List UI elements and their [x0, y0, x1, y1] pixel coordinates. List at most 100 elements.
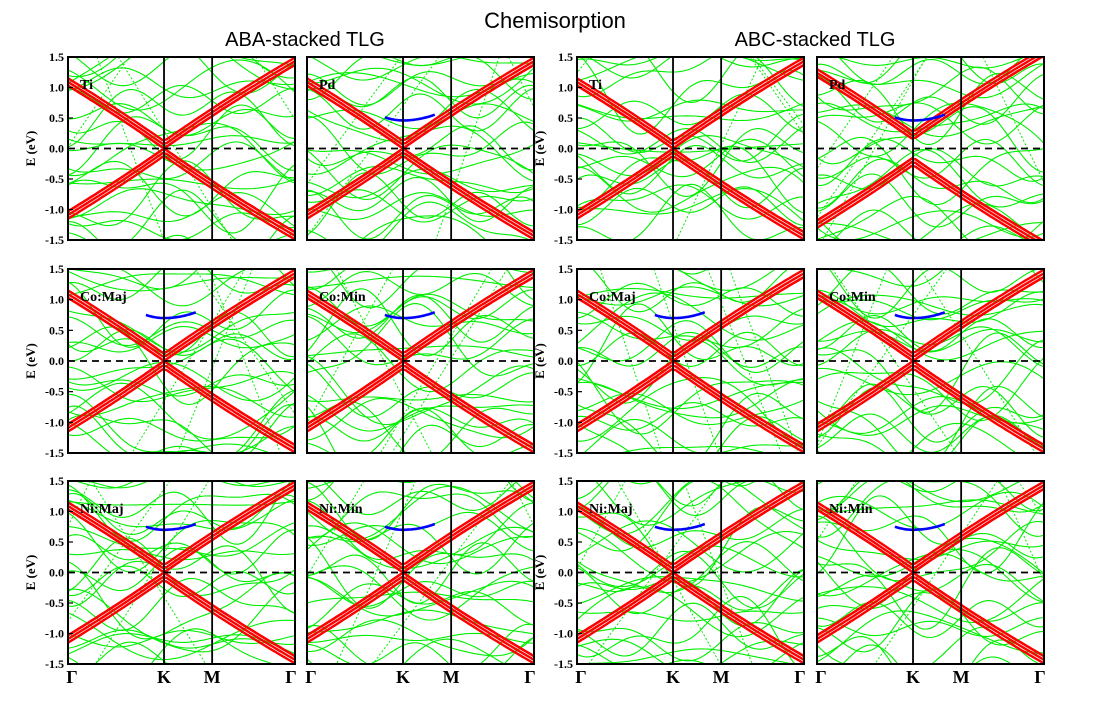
graphene-band [577, 155, 804, 240]
metal-band [68, 311, 295, 358]
metal-band [68, 141, 295, 182]
metal-band [307, 294, 534, 343]
y-tick-label: -1.0 [554, 415, 573, 429]
metal-band [817, 383, 1044, 443]
metal-band [817, 102, 1044, 145]
panel-frame [306, 480, 535, 665]
y-axis-label: E (eV) [23, 555, 38, 591]
graphene-band [577, 368, 804, 453]
metal-band [817, 294, 1044, 316]
y-tick-label: 1.0 [49, 293, 64, 307]
graphene-band [307, 368, 534, 453]
metal-band [307, 577, 534, 617]
metal-band [68, 385, 295, 418]
band-lines [68, 481, 295, 664]
metal-band [817, 57, 894, 170]
metal-band [307, 143, 534, 175]
y-tick-label: -1.0 [554, 627, 573, 641]
graphene-band [577, 364, 804, 450]
metal-band [817, 481, 1044, 512]
panel-label: Ti [589, 78, 602, 93]
graphene-band [577, 272, 804, 358]
metal-band [577, 481, 804, 552]
graphene-band [307, 364, 534, 450]
y-tick-label: -1.0 [45, 203, 64, 217]
band-lines [577, 269, 804, 453]
metal-band [68, 565, 295, 597]
metal-band [817, 57, 928, 219]
metal-d-band [384, 311, 436, 320]
metal-band [68, 160, 295, 217]
metal-band [68, 628, 275, 664]
metal-band [307, 576, 534, 607]
panel-frame [306, 56, 535, 241]
metal-band [307, 481, 534, 502]
k-path-label: K [157, 667, 171, 687]
panel-co-min: Co:Min [816, 268, 1045, 454]
figure-title: Chemisorption [484, 8, 626, 33]
graphene-band [577, 148, 804, 234]
panel-frame [306, 268, 535, 454]
graphene-band [817, 481, 1044, 566]
metal-d-band [145, 311, 197, 320]
metal-band [307, 401, 534, 453]
graphene-band [307, 272, 534, 358]
y-tick-label: -0.5 [554, 385, 573, 399]
graphene-band [307, 484, 534, 570]
band-lines [817, 269, 1044, 453]
graphene-band [68, 575, 295, 661]
band-lines [577, 481, 804, 664]
graphene-band [817, 157, 1044, 240]
y-tick-label: 1.0 [558, 505, 573, 519]
graphene-band [577, 484, 804, 570]
metal-band [68, 281, 295, 348]
graphene-band [307, 57, 534, 142]
metal-band [68, 135, 295, 147]
metal-band [675, 269, 709, 275]
graphene-band [68, 484, 295, 570]
metal-band [817, 578, 1044, 624]
graphene-band [307, 148, 534, 234]
metal-band [336, 269, 432, 453]
metal-band [94, 641, 169, 664]
y-tick-label: -1.0 [45, 415, 64, 429]
group-title-abc: ABC-stacked TLG [735, 29, 896, 51]
y-tick-label: 1.0 [49, 505, 64, 519]
k-path-label: Γ [285, 667, 296, 687]
metal-d-band [384, 113, 436, 122]
metal-band [307, 315, 534, 366]
graphene-band [68, 360, 295, 447]
metal-band [255, 57, 295, 121]
graphene-band [68, 364, 295, 450]
metal-band [839, 269, 1044, 287]
k-path-label: M [443, 667, 460, 687]
metal-band [577, 183, 804, 240]
metal-band [579, 57, 804, 135]
graphene-band [307, 275, 534, 362]
metal-band [577, 57, 804, 82]
metal-band [377, 57, 467, 66]
metal-band [817, 539, 1044, 561]
panel-ni-min: Ni:Min [306, 480, 535, 665]
metal-band [68, 192, 295, 227]
metal-band [68, 273, 295, 296]
metal-band [322, 481, 519, 516]
panel-frame [816, 480, 1045, 665]
metal-band [307, 176, 534, 223]
y-tick-label: 1.5 [558, 262, 573, 276]
panel-label: Co:Min [829, 290, 876, 305]
metal-band [329, 269, 475, 309]
metal-band [307, 638, 506, 664]
k-path-label: Γ [815, 667, 826, 687]
metal-band [831, 269, 958, 453]
metal-band [307, 394, 534, 432]
metal-band [68, 481, 171, 622]
graphene-band [817, 572, 1044, 658]
metal-band [68, 326, 295, 353]
metal-band [817, 547, 1044, 630]
metal-band [577, 361, 804, 435]
metal-band [307, 303, 534, 377]
y-axis-label: E (eV) [532, 343, 547, 379]
graphene-band [307, 481, 534, 566]
metal-band [577, 286, 804, 307]
